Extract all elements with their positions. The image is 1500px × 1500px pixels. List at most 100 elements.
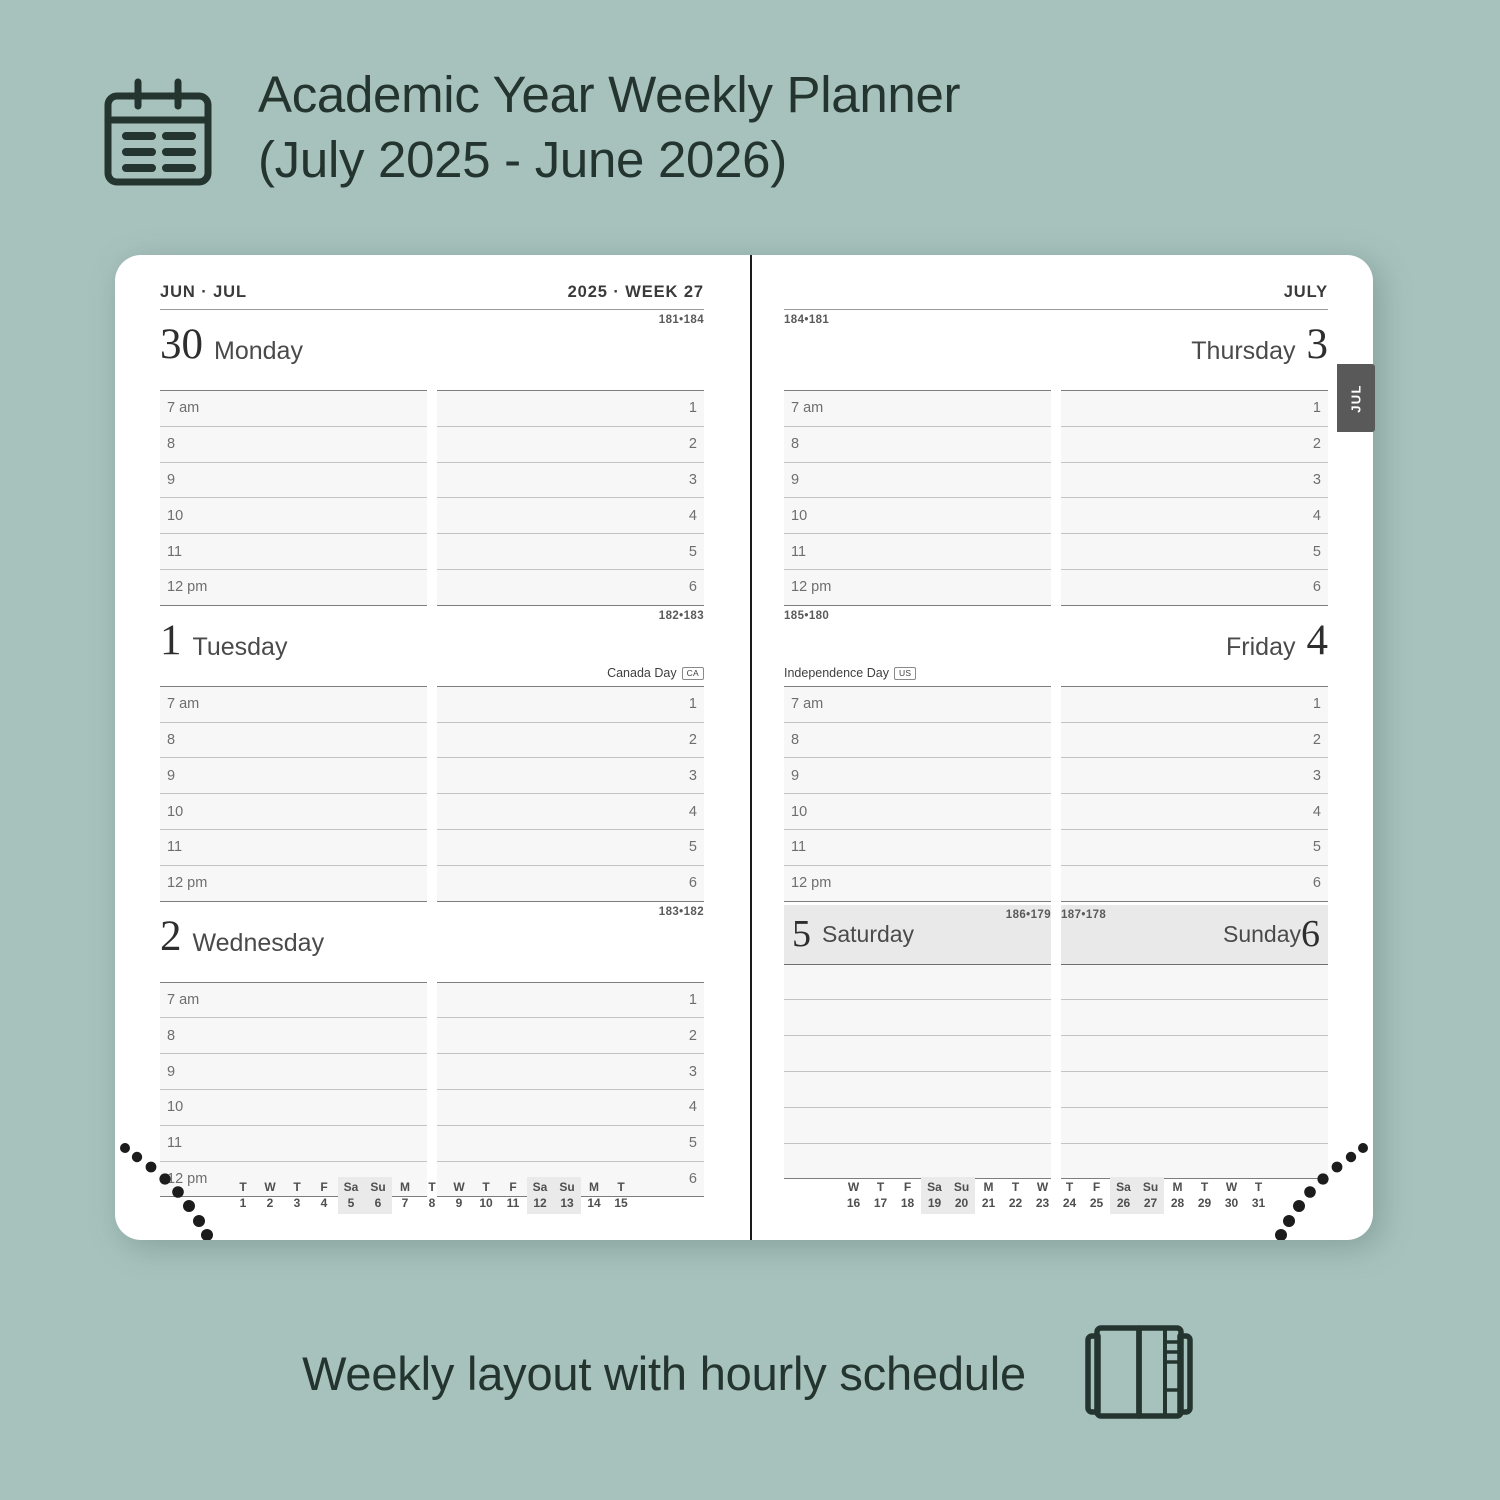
weekend-column-sunday[interactable]: 187•178 Sunday 6 [1061,904,1328,1180]
month-strip-day[interactable]: M 14 [581,1177,608,1214]
hour-row[interactable]: 5 [437,829,704,866]
hour-row[interactable]: 1 [1061,391,1328,427]
hour-row[interactable]: 9 [784,758,1051,795]
weekend-note-line[interactable] [784,1107,1051,1144]
hour-column-am[interactable]: 7 am 8 9 10 11 12 pm [160,685,427,902]
hour-row[interactable]: 1 [1061,686,1328,723]
month-strip-day[interactable]: Su 20 [948,1176,975,1214]
hour-row[interactable]: 10 [160,498,427,535]
hour-row[interactable]: 6 [1061,569,1328,606]
hour-row[interactable]: 8 [784,722,1051,759]
weekend-note-line[interactable] [784,1071,1051,1108]
hour-row[interactable]: 8 [160,426,427,463]
hour-row[interactable]: 3 [1061,462,1328,499]
hour-row[interactable]: 11 [160,829,427,866]
hour-column-am[interactable]: 7 am 8 9 10 11 12 pm [160,390,427,606]
hour-row[interactable]: 2 [1061,722,1328,759]
month-strip-day[interactable]: F 18 [894,1177,921,1214]
hour-row[interactable]: 9 [784,462,1051,499]
weekend-note-line[interactable] [784,1036,1051,1072]
month-strip-day[interactable]: T 10 [473,1177,500,1214]
hour-row[interactable]: 8 [160,722,427,759]
weekend-note-line[interactable] [784,1000,1051,1037]
hour-row[interactable]: 12 pm [160,569,427,606]
month-strip-day[interactable]: Su 13 [553,1176,581,1214]
hour-row[interactable]: 5 [437,1125,704,1162]
weekend-note-line[interactable] [1061,1143,1328,1180]
hour-row[interactable]: 1 [437,686,704,723]
hour-row[interactable]: 12 pm [784,569,1051,606]
month-strip-day[interactable]: T 17 [867,1177,894,1214]
hour-row[interactable]: 7 am [160,982,427,1019]
month-strip-day[interactable]: T 31 [1245,1177,1272,1214]
weekend-note-line[interactable] [1061,1107,1328,1144]
month-strip-day[interactable]: Su 27 [1137,1176,1164,1214]
month-tab-jul[interactable]: JUL [1337,364,1375,432]
hour-row[interactable]: 11 [784,534,1051,570]
weekend-note-line[interactable] [784,1143,1051,1180]
hour-row[interactable]: 6 [437,569,704,606]
hour-row[interactable]: 10 [784,794,1051,830]
month-strip-day[interactable]: W 30 [1218,1177,1245,1214]
hour-row[interactable]: 5 [1061,829,1328,866]
hour-row[interactable]: 2 [437,1018,704,1055]
month-strip-day[interactable]: T 29 [1191,1177,1218,1214]
hour-row[interactable]: 10 [784,498,1051,535]
hour-row[interactable]: 7 am [160,686,427,723]
hour-row[interactable]: 2 [437,426,704,463]
hour-row[interactable]: 6 [1061,865,1328,902]
month-strip-day[interactable]: T 15 [608,1177,635,1214]
month-strip-day[interactable]: F 11 [500,1177,527,1214]
hour-row[interactable]: 4 [1061,794,1328,830]
hour-row[interactable]: 10 [160,794,427,830]
weekend-note-line[interactable] [1061,1000,1328,1037]
hour-row[interactable]: 7 am [784,686,1051,723]
hour-row[interactable]: 4 [437,498,704,535]
hour-row[interactable]: 10 [160,1089,427,1126]
weekend-note-lines[interactable] [784,964,1051,1180]
hour-row[interactable]: 5 [1061,534,1328,570]
hour-row[interactable]: 4 [437,1089,704,1126]
hour-row[interactable]: 6 [437,865,704,902]
month-strip-day[interactable]: T 24 [1056,1177,1083,1214]
weekend-note-lines[interactable] [1061,964,1328,1180]
hour-row[interactable]: 11 [160,534,427,570]
month-strip-day[interactable]: F 25 [1083,1177,1110,1214]
month-strip-day[interactable]: Sa 12 [526,1176,554,1214]
weekend-note-line[interactable] [1061,964,1328,1001]
month-strip-day[interactable]: W 16 [840,1177,867,1214]
hour-row[interactable]: 7 am [160,391,427,427]
hour-row[interactable]: 4 [1061,498,1328,535]
hour-column-am[interactable]: 7 am 8 9 10 11 12 pm [784,390,1051,606]
month-strip-day[interactable]: Sa 19 [921,1176,948,1214]
hour-row[interactable]: 3 [437,462,704,499]
hour-row[interactable]: 8 [160,1018,427,1055]
month-strip-day[interactable]: M 28 [1164,1177,1191,1214]
month-strip-day[interactable]: T 22 [1002,1177,1029,1214]
month-strip-day[interactable]: W 23 [1029,1177,1056,1214]
hour-row[interactable]: 3 [1061,758,1328,795]
hour-row[interactable]: 9 [160,1054,427,1090]
hour-row[interactable]: 11 [784,829,1051,866]
hour-row[interactable]: 2 [1061,426,1328,463]
hour-column-am[interactable]: 7 am 8 9 10 11 12 pm [784,685,1051,902]
weekend-column-saturday[interactable]: 186•179 5 Saturday [784,904,1051,1180]
hour-row[interactable]: 12 pm [160,865,427,902]
hour-row[interactable]: 3 [437,1054,704,1090]
hour-row[interactable]: 3 [437,758,704,795]
hour-row[interactable]: 4 [437,794,704,830]
right-month-strip[interactable]: W 16 T 17 F 18 Sa 19 Su 20 M 21 T 22 W 23 T 24 F 25 Sa 26 Su 27… [784,1176,1328,1214]
weekend-note-line[interactable] [1061,1036,1328,1072]
